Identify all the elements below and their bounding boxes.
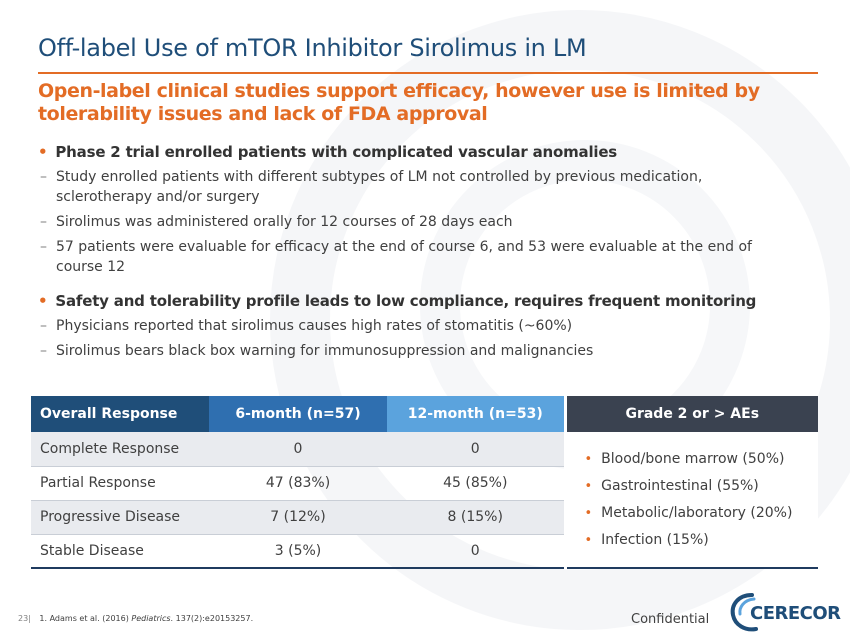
- cell-6-month: 7 (12%): [209, 500, 387, 535]
- sub-bullet-text: Sirolimus bears black box warning for im…: [56, 343, 594, 359]
- slide-subtitle: Open-label clinical studies support effi…: [38, 80, 760, 125]
- adverse-events-cell: • Blood/bone marrow (50%) • Gastrointestin…: [563, 432, 819, 569]
- row-label: Progressive Disease: [31, 500, 209, 535]
- cell-12-month: 45 (85%): [387, 466, 565, 501]
- logo-swirl-icon: [730, 593, 758, 632]
- bullet-dot-icon: •: [584, 505, 593, 521]
- header-6-month: 6-month (n=57): [209, 396, 387, 432]
- dash-icon: –: [40, 214, 47, 230]
- bullet-dot-icon: •: [38, 292, 48, 310]
- ae-text: Gastrointestinal (55%): [601, 477, 759, 494]
- table-row: Progressive Disease 7 (12%) 8 (15%): [31, 500, 818, 535]
- bullet-item: • Phase 2 trial enrolled patients with c…: [38, 143, 818, 161]
- bullet-dot-icon: •: [584, 478, 593, 494]
- header-adverse-events: Grade 2 or > AEs: [563, 396, 818, 432]
- confidential-label: Confidential: [631, 612, 710, 627]
- sub-bullet: – Study enrolled patients with different …: [40, 167, 818, 207]
- cell-6-month: 47 (83%): [209, 466, 387, 501]
- cell-12-month: 0: [387, 534, 565, 569]
- sub-bullet: – Sirolimus was administered orally for 1…: [40, 212, 818, 232]
- sub-bullet-text: Physicians reported that sirolimus cause…: [56, 318, 573, 334]
- bullet-text: Phase 2 trial enrolled patients with com…: [55, 143, 618, 161]
- table-row: Stable Disease 3 (5%) 0: [31, 534, 818, 569]
- ae-text: Metabolic/laboratory (20%): [601, 504, 793, 521]
- table-row: Partial Response 47 (83%) 45 (85%): [31, 466, 818, 501]
- dash-icon: –: [40, 239, 47, 255]
- response-table: Overall Response 6-month (n=57) 12-month…: [31, 396, 818, 569]
- adverse-events-list: • Blood/bone marrow (50%) • Gastrointestin…: [567, 446, 819, 554]
- sub-bullet: –57 patients were evaluable for efficacy…: [40, 237, 818, 277]
- slide-title: Off-label Use of mTOR Inhibitor Sirolimu…: [38, 34, 587, 62]
- cell-6-month: 3 (5%): [209, 534, 387, 569]
- logo-text: CERECOR: [750, 603, 841, 624]
- list-item: • Metabolic/laboratory (20%): [585, 500, 819, 527]
- table-row: Complete Response 0 0 • Blood/bone marrow…: [31, 432, 818, 569]
- reference-suffix: . 137(2):e20153257.: [170, 614, 254, 623]
- title-divider: [38, 72, 818, 74]
- footer-reference: 23| 1. Adams et al. (2016) Pediatrics. 1…: [18, 614, 253, 623]
- row-label: Partial Response: [31, 466, 209, 501]
- sub-bullet-text: 57 patients were evaluable for efficacy …: [56, 239, 752, 275]
- reference-prefix: 1. Adams et al. (2016): [39, 614, 132, 623]
- bullet-dot-icon: •: [584, 532, 593, 548]
- page-number: 23|: [18, 614, 31, 623]
- bullet-dot-icon: •: [584, 451, 593, 467]
- list-item: • Infection (15%): [585, 527, 819, 554]
- sub-bullet: – Sirolimus bears black box warning for i…: [40, 341, 818, 361]
- cell-12-month: 8 (15%): [387, 500, 565, 535]
- cell-12-month: 0: [387, 432, 565, 467]
- header-overall-response: Overall Response: [31, 396, 209, 432]
- sub-bullet-text: Sirolimus was administered orally for 12…: [56, 214, 513, 230]
- sub-bullet: – Physicians reported that sirolimus caus…: [40, 316, 818, 336]
- bullet-dot-icon: •: [38, 143, 48, 161]
- row-label: Stable Disease: [31, 534, 209, 569]
- dash-icon: –: [40, 169, 47, 185]
- dash-icon: –: [40, 343, 47, 359]
- dash-icon: –: [40, 318, 47, 334]
- ae-text: Infection (15%): [601, 531, 709, 548]
- header-12-month: 12-month (n=53): [387, 396, 565, 432]
- bullet-item: • Safety and tolerability profile leads …: [38, 292, 818, 310]
- bullet-list: • Phase 2 trial enrolled patients with c…: [38, 143, 818, 366]
- list-item: • Gastrointestinal (55%): [585, 473, 819, 500]
- cell-6-month: 0: [209, 432, 387, 467]
- company-logo: CERECOR: [728, 589, 843, 634]
- table-header-row: Overall Response 6-month (n=57) 12-month…: [31, 396, 818, 432]
- reference-journal: Pediatrics: [131, 614, 171, 623]
- sub-bullet-text: Study enrolled patients with different s…: [56, 169, 703, 205]
- list-item: • Blood/bone marrow (50%): [585, 446, 819, 473]
- row-label: Complete Response: [31, 432, 209, 467]
- bullet-text: Safety and tolerability profile leads to…: [55, 292, 757, 310]
- ae-text: Blood/bone marrow (50%): [601, 450, 785, 467]
